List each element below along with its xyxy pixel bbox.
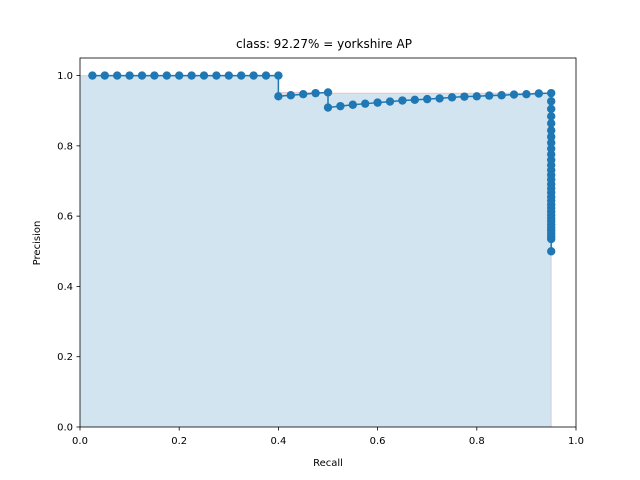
data-point: [187, 71, 196, 80]
data-point: [547, 138, 556, 147]
x-tick-label: 1.0: [568, 436, 584, 447]
data-point: [547, 132, 556, 141]
y-axis: 0.0 0.2 0.4 0.6 0.8 1.0: [57, 71, 80, 434]
data-point: [323, 103, 333, 112]
data-point: [509, 90, 519, 99]
axes-frame: [79, 57, 577, 428]
x-tick-label: 0.2: [171, 436, 187, 447]
data-point: [286, 91, 295, 100]
data-point: [497, 91, 506, 100]
data-point: [224, 71, 233, 80]
data-point: [547, 126, 556, 135]
y-tick-label: 0.4: [57, 282, 73, 293]
data-point: [472, 92, 481, 101]
data-point: [547, 119, 556, 128]
data-point: [547, 97, 556, 106]
y-tick-label: 0.0: [57, 423, 73, 434]
y-tick-label: 0.8: [57, 141, 73, 152]
data-point: [199, 71, 209, 80]
data-point: [410, 95, 419, 105]
data-point: [485, 91, 494, 100]
data-point: [547, 112, 556, 121]
data-point: [274, 92, 283, 101]
plot-area: [79, 57, 577, 428]
area-fill: [80, 75, 552, 428]
data-point: [323, 88, 333, 97]
data-point: [88, 71, 97, 80]
data-point: [113, 71, 122, 80]
data-point: [460, 92, 469, 101]
data-point: [547, 234, 556, 244]
x-axis: 0.0 0.2 0.4 0.6 0.8 1.0: [72, 427, 584, 447]
data-point: [150, 71, 159, 80]
data-point: [534, 89, 543, 98]
data-point: [385, 97, 395, 106]
area-fill-layer: [80, 75, 552, 428]
data-point: [261, 71, 271, 80]
data-point: [547, 247, 556, 256]
chart-title: class: 92.27% = yorkshire AP: [236, 37, 412, 51]
data-point: [299, 89, 308, 99]
data-point: [547, 88, 556, 98]
data-point: [348, 100, 357, 109]
y-tick-label: 0.2: [57, 352, 73, 363]
data-point: [212, 71, 221, 80]
x-tick-label: 0.8: [469, 436, 485, 447]
data-point: [373, 98, 382, 107]
data-point: [137, 71, 147, 80]
data-point: [100, 71, 110, 80]
y-tick-label: 1.0: [57, 71, 73, 82]
data-point: [336, 101, 345, 111]
data-point: [249, 71, 258, 80]
x-tick-label: 0.0: [72, 436, 88, 447]
data-point: [522, 89, 531, 99]
data-point: [162, 71, 171, 80]
x-tick-label: 0.6: [370, 436, 386, 447]
data-point: [423, 94, 432, 104]
series-points-layer: [88, 71, 556, 256]
data-point: [361, 99, 370, 108]
data-point: [175, 71, 184, 80]
data-point: [435, 94, 444, 103]
y-tick-label: 0.6: [57, 212, 73, 223]
y-axis-label: Precision: [32, 221, 43, 266]
data-point: [398, 96, 407, 105]
x-tick-label: 0.4: [270, 436, 286, 447]
data-point: [237, 71, 246, 80]
data-point: [547, 104, 556, 114]
data-point: [447, 93, 457, 102]
data-point: [125, 71, 134, 80]
data-point: [274, 71, 283, 80]
data-point: [311, 88, 320, 98]
x-axis-label: Recall: [313, 458, 343, 469]
